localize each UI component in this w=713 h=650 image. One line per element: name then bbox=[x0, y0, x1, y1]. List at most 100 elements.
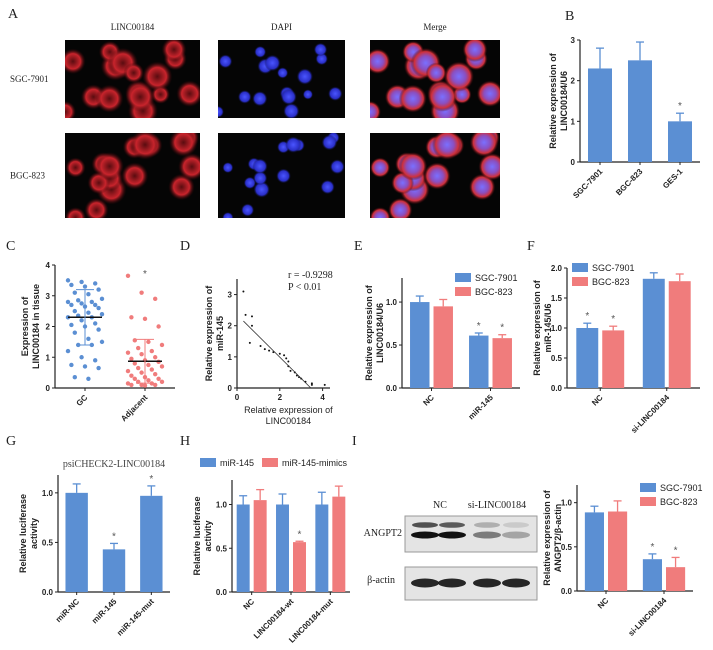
cell bbox=[276, 168, 291, 184]
bar bbox=[608, 511, 628, 591]
data-point bbox=[159, 379, 165, 385]
row-label: SGC-7901 bbox=[10, 74, 49, 84]
cell bbox=[431, 133, 463, 160]
data-point bbox=[283, 354, 286, 357]
data-point bbox=[129, 373, 134, 378]
data-point bbox=[125, 273, 131, 278]
cell bbox=[65, 207, 87, 218]
x-tick-label: miR-145 bbox=[467, 393, 496, 422]
bar bbox=[588, 68, 612, 162]
data-point bbox=[65, 348, 71, 354]
x-axis-label: LINC00184 bbox=[266, 416, 312, 426]
y-axis-label: Relative expression of bbox=[548, 52, 558, 149]
cell bbox=[121, 162, 149, 190]
cell bbox=[176, 80, 200, 107]
correlation-annotation: r = -0.9298 bbox=[288, 270, 333, 281]
chart-f: F 0.0 0.5 1.0 1.5 2.0 Relative expression of mi… bbox=[527, 239, 700, 435]
y-tick-label: 1.0 bbox=[42, 489, 54, 498]
x-tick-label: NC bbox=[596, 596, 611, 611]
data-point bbox=[149, 348, 154, 354]
column-header: Merge bbox=[423, 22, 446, 32]
legend-swatch bbox=[200, 458, 216, 467]
cell bbox=[478, 153, 500, 181]
y-tick-label: 1.5 bbox=[551, 294, 563, 303]
cell bbox=[123, 62, 145, 84]
panel-label-h: H bbox=[180, 434, 190, 449]
data-point bbox=[99, 296, 105, 302]
bar bbox=[276, 504, 289, 592]
data-point bbox=[156, 324, 161, 329]
x-tick-label: 0 bbox=[235, 393, 240, 402]
significance-marker: * bbox=[143, 269, 147, 280]
panel-label-a: A bbox=[8, 7, 19, 22]
cell bbox=[222, 212, 234, 218]
data-point bbox=[250, 324, 253, 327]
data-point bbox=[159, 364, 165, 369]
data-point bbox=[139, 351, 144, 357]
chart-g: G 0.0 0.5 1.0 Relative luciferase activity psi… bbox=[6, 434, 170, 638]
panel-label-i: I bbox=[352, 434, 357, 449]
data-point bbox=[99, 312, 105, 317]
bar bbox=[492, 338, 512, 388]
y-tick-label: 1.0 bbox=[561, 499, 573, 508]
micrograph-linc00184-bgc-823 bbox=[65, 133, 200, 218]
cell bbox=[328, 86, 343, 101]
data-point bbox=[79, 318, 84, 323]
bar bbox=[236, 504, 250, 592]
data-point bbox=[153, 371, 158, 377]
x-tick-label: 2 bbox=[278, 393, 283, 402]
bar bbox=[576, 328, 599, 388]
x-tick-label: Adjacent bbox=[119, 393, 149, 423]
data-point bbox=[287, 360, 290, 363]
chart-b: B 0 1 2 3 Relative expression of LINC00184/U6 S… bbox=[548, 9, 700, 200]
data-point bbox=[153, 382, 158, 388]
y-tick-label: 0.0 bbox=[42, 588, 54, 597]
data-point bbox=[129, 356, 134, 361]
bar bbox=[140, 495, 163, 592]
significance-marker: * bbox=[650, 542, 654, 553]
data-point bbox=[146, 362, 151, 368]
cell bbox=[65, 100, 76, 118]
data-point bbox=[69, 302, 74, 308]
bar bbox=[332, 496, 346, 592]
cell bbox=[84, 197, 109, 218]
data-point bbox=[82, 284, 88, 289]
x-tick-label: GES-1 bbox=[661, 167, 685, 191]
y-axis-label: Relative luciferase bbox=[18, 494, 28, 573]
data-point bbox=[156, 376, 161, 381]
significance-marker: * bbox=[477, 321, 481, 332]
cell bbox=[241, 203, 255, 217]
cells bbox=[370, 133, 500, 218]
cell bbox=[125, 82, 156, 112]
data-point bbox=[93, 358, 98, 363]
legend-swatch bbox=[262, 458, 278, 467]
data-point bbox=[278, 352, 281, 355]
cell bbox=[329, 159, 345, 175]
significance-marker: * bbox=[149, 474, 153, 485]
data-point bbox=[99, 339, 105, 345]
band-angpt2-upper bbox=[503, 522, 529, 528]
correlation-annotation: P < 0.01 bbox=[288, 282, 321, 293]
cell bbox=[222, 162, 234, 174]
legend-label: SGC-7901 bbox=[592, 263, 635, 273]
legend-swatch bbox=[640, 497, 656, 506]
data-point bbox=[93, 302, 98, 308]
bar bbox=[584, 512, 604, 591]
cells bbox=[65, 40, 200, 118]
y-tick-label: 0.5 bbox=[216, 544, 228, 553]
data-point bbox=[139, 290, 144, 295]
y-axis-label: miR-145 bbox=[215, 316, 225, 351]
micrograph-dapi-sgc-7901 bbox=[218, 40, 345, 118]
data-point bbox=[149, 367, 154, 372]
y-tick-label: 0.0 bbox=[561, 587, 573, 596]
legend-swatch bbox=[572, 263, 588, 272]
cell bbox=[427, 82, 458, 112]
cell bbox=[443, 61, 475, 92]
cell bbox=[253, 171, 268, 186]
micrograph-merge-sgc-7901 bbox=[370, 40, 500, 118]
cell bbox=[280, 88, 297, 105]
data-point bbox=[244, 313, 247, 316]
legend-swatch bbox=[640, 483, 656, 492]
y-axis-label: LINC00184/U6 bbox=[559, 71, 569, 131]
